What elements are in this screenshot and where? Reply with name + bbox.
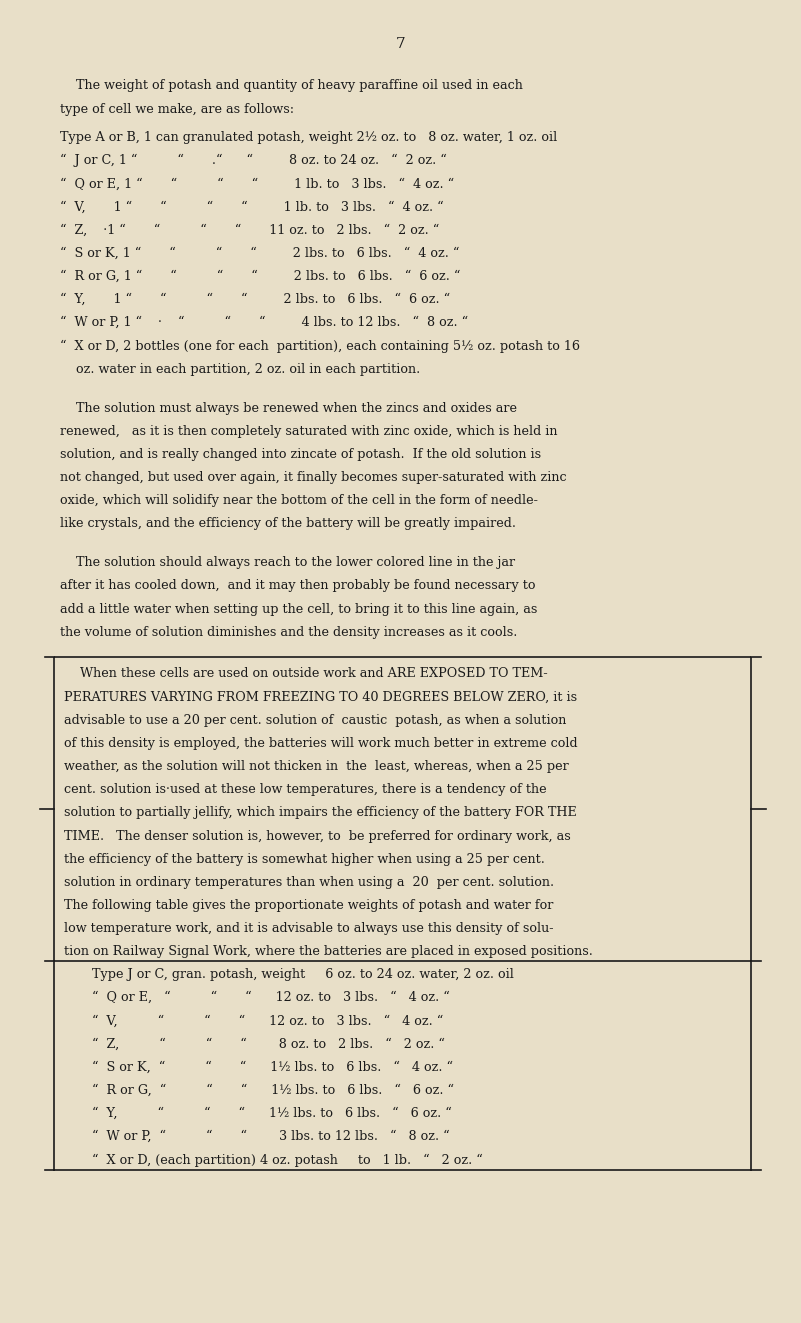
Text: The solution must always be renewed when the zincs and oxides are: The solution must always be renewed when… (60, 401, 517, 414)
Text: The following table gives the proportionate weights of potash and water for: The following table gives the proportion… (64, 898, 553, 912)
Text: “  R or G, 1 “       “          “       “         2 lbs. to   6 lbs.   “  6 oz. : “ R or G, 1 “ “ “ “ 2 lbs. to 6 lbs. “ 6… (60, 270, 461, 283)
Text: The solution should always reach to the lower colored line in the jar: The solution should always reach to the … (60, 556, 515, 569)
Text: “  X or D, 2 bottles (one for each  partition), each containing 5½ oz. potash to: “ X or D, 2 bottles (one for each partit… (60, 339, 580, 353)
Text: after it has cooled down,  and it may then probably be found necessary to: after it has cooled down, and it may the… (60, 579, 536, 593)
Text: TIME.   The denser solution is, however, to  be preferred for ordinary work, as: TIME. The denser solution is, however, t… (64, 830, 571, 843)
Text: cent. solution is·used at these low temperatures, there is a tendency of the: cent. solution is·used at these low temp… (64, 783, 547, 796)
Text: “  Y,          “          “       “      1½ lbs. to   6 lbs.   “   6 oz. “: “ Y, “ “ “ 1½ lbs. to 6 lbs. “ 6 oz. “ (92, 1107, 452, 1121)
Text: weather, as the solution will not thicken in  the  least, whereas, when a 25 per: weather, as the solution will not thicke… (64, 759, 569, 773)
Text: solution in ordinary temperatures than when using a  20  per cent. solution.: solution in ordinary temperatures than w… (64, 876, 554, 889)
Text: When these cells are used on outside work and ARE EXPOSED TO TEM-: When these cells are used on outside wor… (64, 667, 548, 680)
Text: advisable to use a 20 per cent. solution of  caustic  potash, as when a solution: advisable to use a 20 per cent. solution… (64, 713, 566, 726)
Text: “  V,       1 “       “          “       “         1 lb. to   3 lbs.   “  4 oz. : “ V, 1 “ “ “ “ 1 lb. to 3 lbs. “ 4 oz. (60, 200, 444, 213)
Text: Type J or C, gran. potash, weight     6 oz. to 24 oz. water, 2 oz. oil: Type J or C, gran. potash, weight 6 oz. … (92, 968, 514, 982)
Text: “  W or P, 1 “    ·    “          “       “         4 lbs. to 12 lbs.   “  8 oz.: “ W or P, 1 “ · “ “ “ 4 lbs. to 12 lbs. … (60, 316, 469, 329)
Text: type of cell we make, are as follows:: type of cell we make, are as follows: (60, 103, 294, 115)
Text: oz. water in each partition, 2 oz. oil in each partition.: oz. water in each partition, 2 oz. oil i… (60, 363, 421, 376)
Text: solution to partially jellify, which impairs the efficiency of the battery FOR T: solution to partially jellify, which imp… (64, 806, 577, 819)
Text: “  Z,          “          “       “        8 oz. to   2 lbs.   “   2 oz. “: “ Z, “ “ “ 8 oz. to 2 lbs. “ 2 oz. “ (92, 1037, 445, 1050)
Text: the efficiency of the battery is somewhat higher when using a 25 per cent.: the efficiency of the battery is somewha… (64, 852, 545, 865)
Text: solution, and is really changed into zincate of potash.  If the old solution is: solution, and is really changed into zin… (60, 447, 541, 460)
Text: “  Q or E, 1 “       “          “       “         1 lb. to   3 lbs.   “  4 oz. “: “ Q or E, 1 “ “ “ “ 1 lb. to 3 lbs. “ 4 … (60, 177, 454, 191)
Text: “  W or P,  “          “       “        3 lbs. to 12 lbs.   “   8 oz. “: “ W or P, “ “ “ 3 lbs. to 12 lbs. “ 8 oz… (92, 1130, 449, 1143)
Text: “  R or G,  “          “       “      1½ lbs. to   6 lbs.   “   6 oz. “: “ R or G, “ “ “ 1½ lbs. to 6 lbs. “ 6 oz… (92, 1084, 454, 1097)
Text: renewed,   as it is then completely saturated with zinc oxide, which is held in: renewed, as it is then completely satura… (60, 425, 557, 438)
Text: “  Q or E,   “          “       “      12 oz. to   3 lbs.   “   4 oz. “: “ Q or E, “ “ “ 12 oz. to 3 lbs. “ 4 oz.… (92, 991, 450, 1004)
Text: like crystals, and the efficiency of the battery will be greatly impaired.: like crystals, and the efficiency of the… (60, 517, 516, 531)
Text: “  S or K, 1 “       “          “       “         2 lbs. to   6 lbs.   “  4 oz. : “ S or K, 1 “ “ “ “ 2 lbs. to 6 lbs. “ 4… (60, 246, 460, 259)
Text: “  V,          “          “       “      12 oz. to   3 lbs.   “   4 oz. “: “ V, “ “ “ 12 oz. to 3 lbs. “ 4 oz. “ (92, 1015, 444, 1028)
Text: “  J or C, 1 “          “       .“      “         8 oz. to 24 oz.   “  2 oz. “: “ J or C, 1 “ “ .“ “ 8 oz. to 24 oz. “ 2… (60, 153, 447, 168)
Text: “  Z,    ·1 “       “          “       “       11 oz. to   2 lbs.   “  2 oz. “: “ Z, ·1 “ “ “ “ 11 oz. to 2 lbs. “ 2 oz.… (60, 224, 439, 237)
Text: of this density is employed, the batteries will work much better in extreme cold: of this density is employed, the batteri… (64, 737, 578, 750)
Text: Type A or B, 1 can granulated potash, weight 2½ oz. to   8 oz. water, 1 oz. oil: Type A or B, 1 can granulated potash, we… (60, 131, 557, 144)
Text: low temperature work, and it is advisable to always use this density of solu-: low temperature work, and it is advisabl… (64, 922, 553, 935)
Text: the volume of solution diminishes and the density increases as it cools.: the volume of solution diminishes and th… (60, 626, 517, 639)
Text: 7: 7 (396, 37, 405, 52)
Text: “  S or K,  “          “       “      1½ lbs. to   6 lbs.   “   4 oz. “: “ S or K, “ “ “ 1½ lbs. to 6 lbs. “ 4 oz… (92, 1061, 453, 1074)
Text: The weight of potash and quantity of heavy paraffine oil used in each: The weight of potash and quantity of hea… (60, 79, 523, 93)
Text: oxide, which will solidify near the bottom of the cell in the form of needle-: oxide, which will solidify near the bott… (60, 493, 538, 507)
Text: “  X or D, (each partition) 4 oz. potash     to   1 lb.   “   2 oz. “: “ X or D, (each partition) 4 oz. potash … (92, 1154, 483, 1167)
Text: tion on Railway Signal Work, where the batteries are placed in exposed positions: tion on Railway Signal Work, where the b… (64, 945, 593, 958)
Text: not changed, but used over again, it finally becomes super-saturated with zinc: not changed, but used over again, it fin… (60, 471, 566, 484)
Text: PERATURES VARYING FROM FREEZING TO 40 DEGREES BELOW ZERO, it is: PERATURES VARYING FROM FREEZING TO 40 DE… (64, 691, 578, 704)
Text: “  Y,       1 “       “          “       “         2 lbs. to   6 lbs.   “  6 oz.: “ Y, 1 “ “ “ “ 2 lbs. to 6 lbs. “ 6 oz. (60, 292, 450, 306)
Text: add a little water when setting up the cell, to bring it to this line again, as: add a little water when setting up the c… (60, 602, 537, 615)
